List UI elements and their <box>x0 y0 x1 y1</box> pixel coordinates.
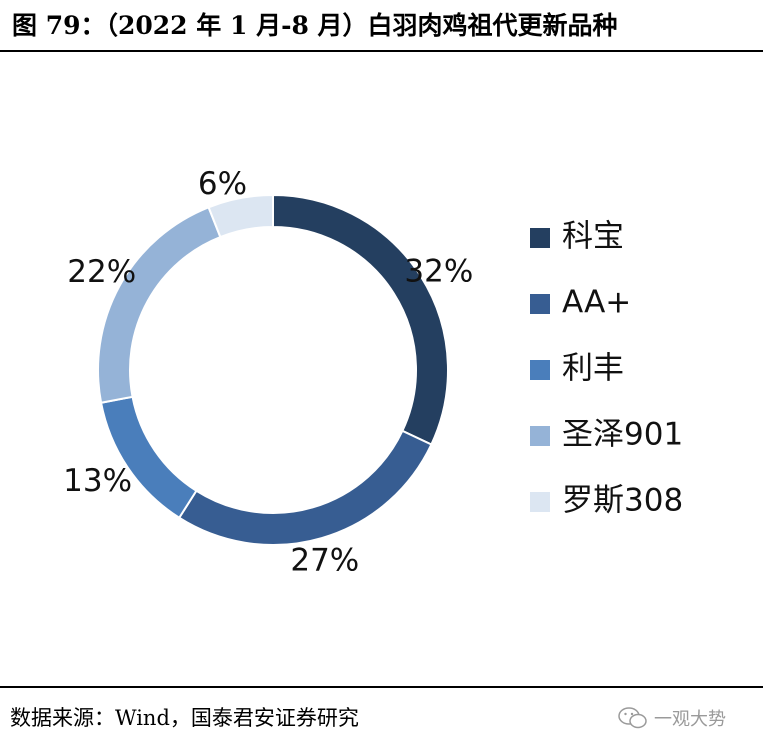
legend-label-2: AA+ <box>562 285 631 321</box>
donut-slice-2 <box>177 429 433 546</box>
data-labels: 32% 27% 13% 22% 6% <box>63 166 473 579</box>
chart-title: 图 79：（2022 年 1 月-8 月）白羽肉鸡祖代更新品种 <box>12 11 618 40</box>
watermark-text: 一观大势 <box>654 709 726 730</box>
donut-slice-1 <box>272 193 449 446</box>
wechat-icon <box>618 707 647 729</box>
legend-swatch-5 <box>530 492 550 512</box>
donut-slice-4 <box>97 205 222 404</box>
legend-swatch-1 <box>530 228 550 248</box>
donut-slice-5 <box>207 193 274 239</box>
legend-swatch-2 <box>530 294 550 314</box>
legend-label-5: 罗斯308 <box>562 483 683 519</box>
data-label-1: 32% <box>404 253 473 289</box>
legend-swatch-3 <box>530 360 550 380</box>
data-label-2: 27% <box>290 543 359 579</box>
data-label-5: 6% <box>198 166 247 202</box>
data-label-3: 13% <box>63 463 132 499</box>
data-label-4: 22% <box>67 254 136 290</box>
top-rule <box>0 50 763 52</box>
source-note: 数据来源：Wind，国泰君安证券研究 <box>10 706 359 730</box>
watermark: 一观大势 <box>618 704 726 732</box>
legend-swatch-4 <box>530 426 550 446</box>
legend-label-4: 圣泽901 <box>562 417 683 453</box>
bottom-rule <box>0 686 763 688</box>
donut-slice-3 <box>99 395 198 520</box>
donut-slices <box>97 193 449 546</box>
legend-label-3: 利丰 <box>562 351 624 387</box>
legend-label-1: 科宝 <box>562 219 624 255</box>
